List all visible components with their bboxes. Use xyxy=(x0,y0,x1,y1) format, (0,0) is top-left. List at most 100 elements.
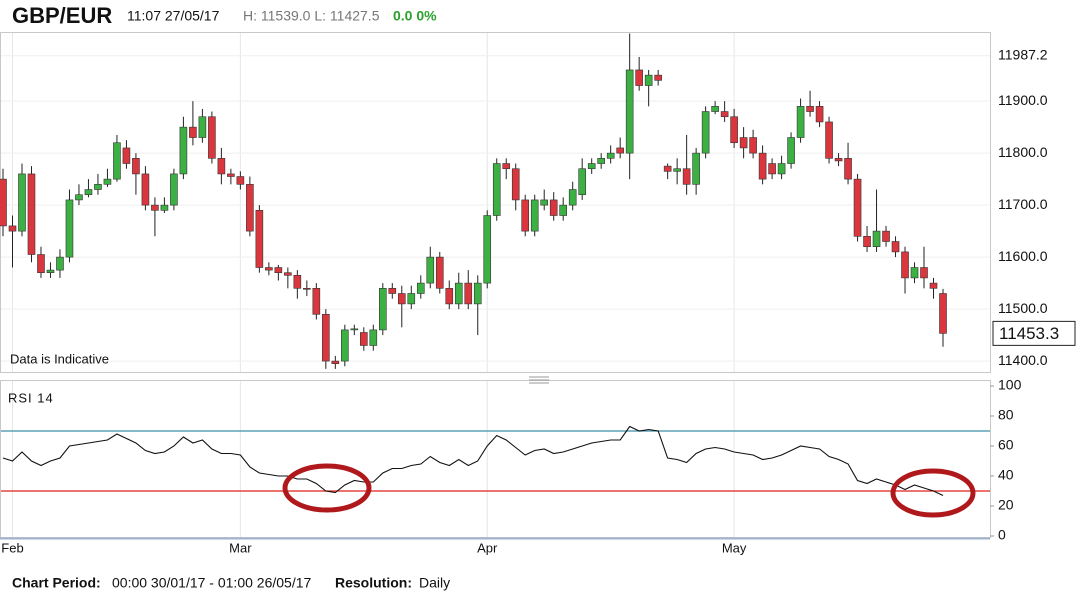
candle-body xyxy=(160,204,169,211)
candle-body xyxy=(483,215,492,284)
y-tick-label: 80 xyxy=(998,407,1014,423)
candle-body xyxy=(863,236,871,248)
candle-body xyxy=(711,106,719,112)
candle-body xyxy=(350,328,359,331)
candle-body xyxy=(663,165,672,172)
candle-body xyxy=(597,158,605,164)
last-price-box xyxy=(992,320,1076,346)
y-tick-label: 11900.0 xyxy=(998,92,1048,108)
y-tick-label: 40 xyxy=(998,467,1014,483)
candle-body xyxy=(939,293,947,334)
y-tick-label: 11800.0 xyxy=(998,144,1048,160)
footer: Chart Period: 00:00 30/01/17 - 01:00 26/… xyxy=(12,575,450,591)
candle-body xyxy=(825,121,833,159)
candle-body xyxy=(170,173,178,206)
rsi-line xyxy=(2,425,944,496)
highlight-circle xyxy=(282,463,372,513)
change: 0.0 0% xyxy=(393,8,437,24)
candle-body xyxy=(625,69,634,154)
candle-body xyxy=(673,168,681,172)
candle-body xyxy=(749,137,757,154)
highlight-circles xyxy=(282,463,976,518)
candle-body xyxy=(568,189,577,206)
candle-body xyxy=(796,106,805,138)
candle-body xyxy=(654,74,662,81)
candle-body xyxy=(217,158,226,175)
candle-body xyxy=(0,178,7,227)
candle-body xyxy=(103,178,112,185)
timestamp: 11:07 27/05/17 xyxy=(127,8,220,24)
candle-body xyxy=(559,204,568,216)
candle-body xyxy=(293,275,302,289)
frame xyxy=(0,32,991,540)
candle-body xyxy=(521,199,530,232)
candle-body xyxy=(806,106,814,112)
instrument-title: GBP/EUR xyxy=(12,3,112,28)
candle-body xyxy=(511,168,520,201)
candle-body xyxy=(445,287,454,305)
header: GBP/EUR 11:07 27/05/17 H: 11539.0 L: 114… xyxy=(12,3,437,28)
candle-body xyxy=(198,116,207,138)
period: 00:00 30/01/17 - 01:00 26/05/17 xyxy=(112,575,311,591)
last-price-label: 11453.3 xyxy=(999,324,1059,343)
candle-body xyxy=(284,272,292,276)
candle-body xyxy=(929,282,938,289)
candle-body xyxy=(701,111,710,154)
candle-body xyxy=(853,178,862,237)
y-tick-label: 11600.0 xyxy=(998,248,1048,264)
candle-body xyxy=(616,147,624,154)
y-tick-label: 20 xyxy=(998,497,1014,513)
candle-body xyxy=(122,147,131,164)
y-tick-label: 11987.2 xyxy=(998,47,1048,63)
rsi-title: RSI 14 xyxy=(8,390,54,405)
candle-body xyxy=(910,267,919,279)
candle-body xyxy=(360,332,368,346)
x-tick-label: Mar xyxy=(229,540,252,555)
candle-body xyxy=(322,313,330,362)
candle-body xyxy=(65,199,74,258)
candle-body xyxy=(787,137,795,164)
high-low: H: 11539.0 L: 11427.5 xyxy=(243,8,380,24)
candle-body xyxy=(141,173,150,206)
candle-body xyxy=(777,163,786,175)
candle-body xyxy=(644,74,653,86)
x-tick-label: Apr xyxy=(477,540,498,555)
candle-body xyxy=(341,329,349,362)
candle-body xyxy=(151,204,159,211)
resolution: Daily xyxy=(419,575,450,591)
candle-body xyxy=(530,199,539,232)
y-tick-label: 11500.0 xyxy=(998,300,1048,316)
candle-body xyxy=(768,163,776,175)
candle-body xyxy=(834,158,843,162)
highlight-circle xyxy=(890,468,976,518)
candle-body xyxy=(255,210,264,268)
annotation: Data is Indicative xyxy=(10,351,109,366)
candle-body xyxy=(682,168,691,185)
candle-body xyxy=(179,126,188,175)
y-tick-label: 0 xyxy=(998,527,1006,543)
candle-body xyxy=(27,173,36,255)
candle-body xyxy=(435,256,444,289)
candle-body xyxy=(416,282,425,294)
candle-body xyxy=(246,184,254,232)
candle-body xyxy=(407,293,416,305)
candle-body xyxy=(464,282,473,305)
candle-body xyxy=(730,116,738,144)
candle-body xyxy=(265,267,273,271)
candle-body xyxy=(872,230,881,248)
candle-body xyxy=(815,106,824,123)
candle-body xyxy=(37,254,45,274)
y-tick-label: 11400.0 xyxy=(998,352,1048,368)
panel-grip xyxy=(529,376,549,384)
candle-body xyxy=(578,168,586,196)
candle-body xyxy=(331,360,340,364)
candle-body xyxy=(891,241,900,253)
candle-body xyxy=(492,163,501,216)
candle-body xyxy=(94,184,102,190)
plot-layer: Feb Mar Apr May 11400.0 11500.0 11600.0 11700.0… xyxy=(0,33,1076,555)
candle-body xyxy=(473,282,482,305)
candle-body xyxy=(227,173,235,177)
candle-body xyxy=(635,69,643,86)
candle-body xyxy=(113,142,121,180)
candle-body xyxy=(388,287,397,294)
